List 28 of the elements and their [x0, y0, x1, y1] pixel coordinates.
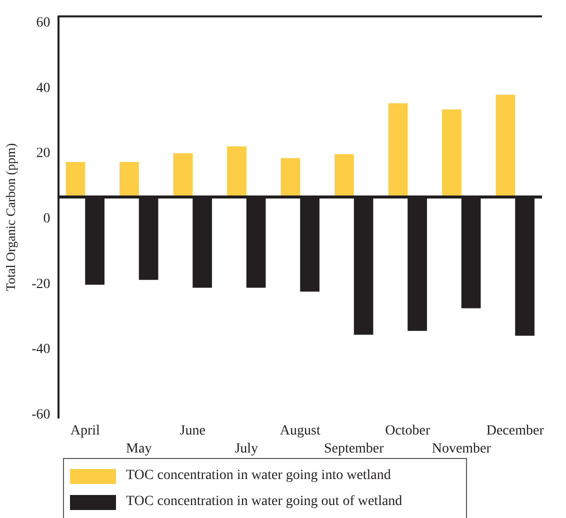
x-tick-label: December [486, 424, 544, 439]
y-tick-label: 40 [36, 80, 50, 96]
bar [120, 162, 139, 197]
bar [496, 94, 516, 197]
y-tick-label: -60 [32, 407, 50, 422]
y-axis-title: Total Organic Carbon (ppm) [3, 143, 18, 292]
bar [442, 109, 462, 197]
x-tick-label: May [126, 442, 152, 457]
bar [173, 153, 193, 197]
bar [388, 103, 408, 197]
x-tick-label: October [385, 424, 431, 439]
y-tick-label: 60 [36, 16, 50, 31]
bar [280, 158, 300, 197]
x-tick-label: November [432, 442, 492, 457]
legend-label: TOC concentration in water going into wetland [126, 468, 391, 484]
x-tick-label: April [70, 424, 100, 439]
x-tick-label: September [324, 442, 384, 457]
legend-label: TOC concentration in water going out of wetland [126, 494, 402, 510]
x-tick-label: August [280, 424, 320, 439]
y-tick-label: 0 [43, 212, 50, 227]
x-tick-label: July [234, 442, 258, 457]
bar [66, 162, 86, 197]
bar [227, 146, 246, 197]
y-tick-label: 20 [36, 146, 50, 162]
x-tick-label: June [180, 424, 206, 439]
y-tick-label: -20 [32, 276, 50, 292]
y-tick-label: -40 [32, 342, 50, 358]
bar [334, 154, 354, 197]
